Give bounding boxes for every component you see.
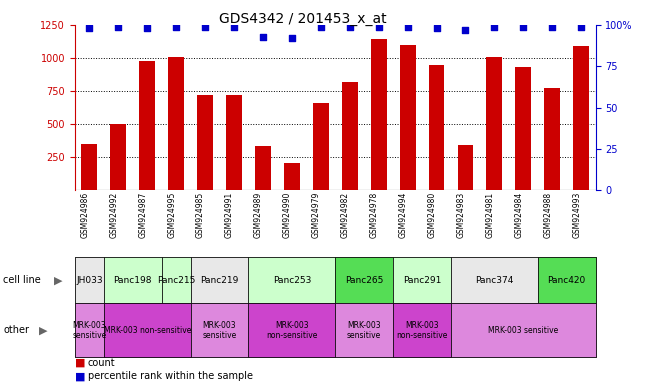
Point <box>113 23 124 30</box>
Bar <box>255 146 271 190</box>
Point <box>286 35 297 41</box>
Point <box>518 23 529 30</box>
Bar <box>486 57 503 190</box>
Bar <box>544 88 561 190</box>
Text: MRK-003
sensitive: MRK-003 sensitive <box>347 321 381 340</box>
Text: JH033: JH033 <box>76 276 103 285</box>
Text: MRK-003 non-sensitive: MRK-003 non-sensitive <box>104 326 191 335</box>
Text: GDS4342 / 201453_x_at: GDS4342 / 201453_x_at <box>219 12 387 25</box>
Bar <box>313 103 329 190</box>
Bar <box>139 61 155 190</box>
Text: MRK-003
sensitive: MRK-003 sensitive <box>72 321 107 340</box>
Point <box>489 23 499 30</box>
Bar <box>226 95 242 190</box>
Text: Panc215: Panc215 <box>157 276 195 285</box>
Bar <box>428 65 445 190</box>
Text: MRK-003 sensitive: MRK-003 sensitive <box>488 326 559 335</box>
Point <box>460 27 471 33</box>
Point <box>316 23 326 30</box>
Point <box>229 23 239 30</box>
Bar <box>197 95 213 190</box>
Bar <box>284 163 300 190</box>
Text: Panc291: Panc291 <box>403 276 441 285</box>
Bar <box>370 40 387 190</box>
Text: other: other <box>3 325 29 335</box>
Text: cell line: cell line <box>3 275 41 285</box>
Text: count: count <box>88 358 115 368</box>
Point <box>258 33 268 40</box>
Point <box>374 23 384 30</box>
Text: ■: ■ <box>75 371 85 381</box>
Point <box>576 23 587 30</box>
Text: Panc265: Panc265 <box>345 276 383 285</box>
Text: Panc420: Panc420 <box>547 276 586 285</box>
Point <box>344 23 355 30</box>
Point <box>547 23 557 30</box>
Text: ■: ■ <box>75 358 85 368</box>
Bar <box>400 45 415 190</box>
Text: ▶: ▶ <box>39 325 48 335</box>
Bar <box>81 144 97 190</box>
Point <box>402 23 413 30</box>
Text: Panc253: Panc253 <box>273 276 311 285</box>
Point <box>200 23 210 30</box>
Text: ▶: ▶ <box>54 275 62 285</box>
Point <box>171 23 182 30</box>
Text: Panc198: Panc198 <box>113 276 152 285</box>
Bar <box>168 57 184 190</box>
Text: Panc374: Panc374 <box>475 276 514 285</box>
Bar <box>516 67 531 190</box>
Bar <box>110 124 126 190</box>
Bar <box>458 145 473 190</box>
Point <box>432 25 442 31</box>
Text: percentile rank within the sample: percentile rank within the sample <box>88 371 253 381</box>
Bar <box>574 46 589 190</box>
Text: MRK-003
sensitive: MRK-003 sensitive <box>202 321 237 340</box>
Text: MRK-003
non-sensitive: MRK-003 non-sensitive <box>396 321 448 340</box>
Bar <box>342 82 357 190</box>
Text: MRK-003
non-sensitive: MRK-003 non-sensitive <box>266 321 318 340</box>
Point <box>142 25 152 31</box>
Point <box>84 25 94 31</box>
Text: Panc219: Panc219 <box>201 276 239 285</box>
